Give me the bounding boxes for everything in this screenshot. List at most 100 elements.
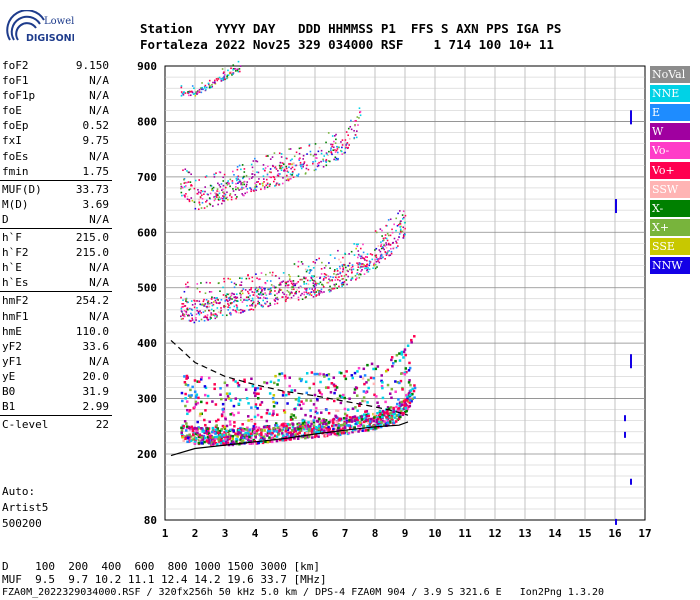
echo-point <box>272 412 275 416</box>
echo-point <box>231 434 235 438</box>
echo-point <box>403 407 406 410</box>
echo-point <box>244 431 247 435</box>
param-value: N/A <box>89 309 109 323</box>
echo-point <box>217 429 220 433</box>
echo-point <box>345 370 348 373</box>
echo-point <box>241 292 244 295</box>
echo-point <box>204 303 207 305</box>
echo-point <box>213 301 215 303</box>
echo-point <box>342 267 345 269</box>
echo-point <box>382 240 384 242</box>
echo-point <box>312 284 315 287</box>
echo-point <box>376 401 379 404</box>
echo-point <box>376 423 380 426</box>
echo-point <box>379 256 381 259</box>
echo-point <box>310 422 313 426</box>
echo-point <box>323 291 325 293</box>
echo-point <box>220 397 223 401</box>
echo-point <box>216 297 218 299</box>
echo-point <box>385 237 388 240</box>
echo-point <box>189 395 192 399</box>
echo-point <box>219 198 221 201</box>
echo-point <box>315 282 317 285</box>
echo-point <box>209 435 212 438</box>
echo-point <box>287 179 290 182</box>
echo-point <box>209 184 212 187</box>
echo-point <box>228 392 232 395</box>
echo-point <box>206 427 209 430</box>
echo-point <box>336 409 340 413</box>
echo-point <box>403 403 406 407</box>
echo-point <box>184 195 186 197</box>
param-value: 1.75 <box>82 164 110 178</box>
echo-point <box>303 277 305 280</box>
echo-point <box>388 242 390 245</box>
echo-point <box>211 83 213 86</box>
echo-point <box>376 416 379 419</box>
echo-point <box>239 428 242 431</box>
echo-point <box>307 425 310 429</box>
echo-point <box>267 155 269 157</box>
echo-point <box>323 429 326 433</box>
echo-point <box>287 280 289 283</box>
echo-point <box>237 60 240 63</box>
echo-point <box>356 116 359 118</box>
echo-point <box>209 84 211 87</box>
echo-point <box>257 296 259 299</box>
echo-point <box>236 307 239 309</box>
echo-point <box>187 91 189 93</box>
echo-point <box>316 157 318 159</box>
echo-point <box>210 86 213 89</box>
echo-point <box>182 424 185 428</box>
echo-point <box>359 255 362 257</box>
echo-point <box>351 277 354 280</box>
echo-point <box>250 308 253 310</box>
echo-point <box>371 427 375 431</box>
echo-point <box>197 310 200 313</box>
x-tick-label: 13 <box>518 527 531 540</box>
echo-point <box>231 74 233 76</box>
echo-point <box>183 185 186 188</box>
echo-point <box>180 85 183 87</box>
echo-point <box>263 188 266 190</box>
echo-point <box>204 292 207 295</box>
echo-point <box>318 391 322 394</box>
echo-point <box>204 186 206 188</box>
d-scale-row: D 100 200 400 600 800 1000 1500 3000 [km… <box>2 560 320 573</box>
echo-point <box>289 178 292 180</box>
echo-point <box>212 310 215 312</box>
echo-point <box>188 428 192 431</box>
echo-point <box>394 359 397 363</box>
echo-point <box>325 276 327 279</box>
echo-point <box>198 201 201 204</box>
echo-point <box>261 441 265 445</box>
echo-point <box>332 288 334 290</box>
echo-point <box>269 289 272 292</box>
echo-point <box>318 417 321 421</box>
echo-point <box>329 267 331 270</box>
echo-point <box>221 314 224 317</box>
echo-point <box>286 178 289 181</box>
echo-point <box>269 183 271 186</box>
echo-point <box>213 196 215 199</box>
auto-artist: Artist5 <box>2 501 49 514</box>
echo-point <box>339 271 342 274</box>
echo-point <box>232 413 236 417</box>
echo-point <box>310 269 313 271</box>
echo-point <box>184 92 187 94</box>
echo-point <box>273 303 276 305</box>
echo-point <box>195 428 198 432</box>
echo-point <box>338 417 341 421</box>
auto-version: 500200 <box>2 517 42 530</box>
echo-point <box>245 428 248 431</box>
echo-point <box>413 384 416 387</box>
echo-point <box>264 302 266 305</box>
echo-point <box>337 273 339 276</box>
echo-point <box>246 304 248 307</box>
echo-point <box>188 90 190 93</box>
echo-point <box>285 282 287 285</box>
echo-point <box>302 165 304 168</box>
muf-scale-value: 12.4 <box>154 573 188 586</box>
echo-point <box>322 160 325 162</box>
echo-point <box>185 181 188 184</box>
